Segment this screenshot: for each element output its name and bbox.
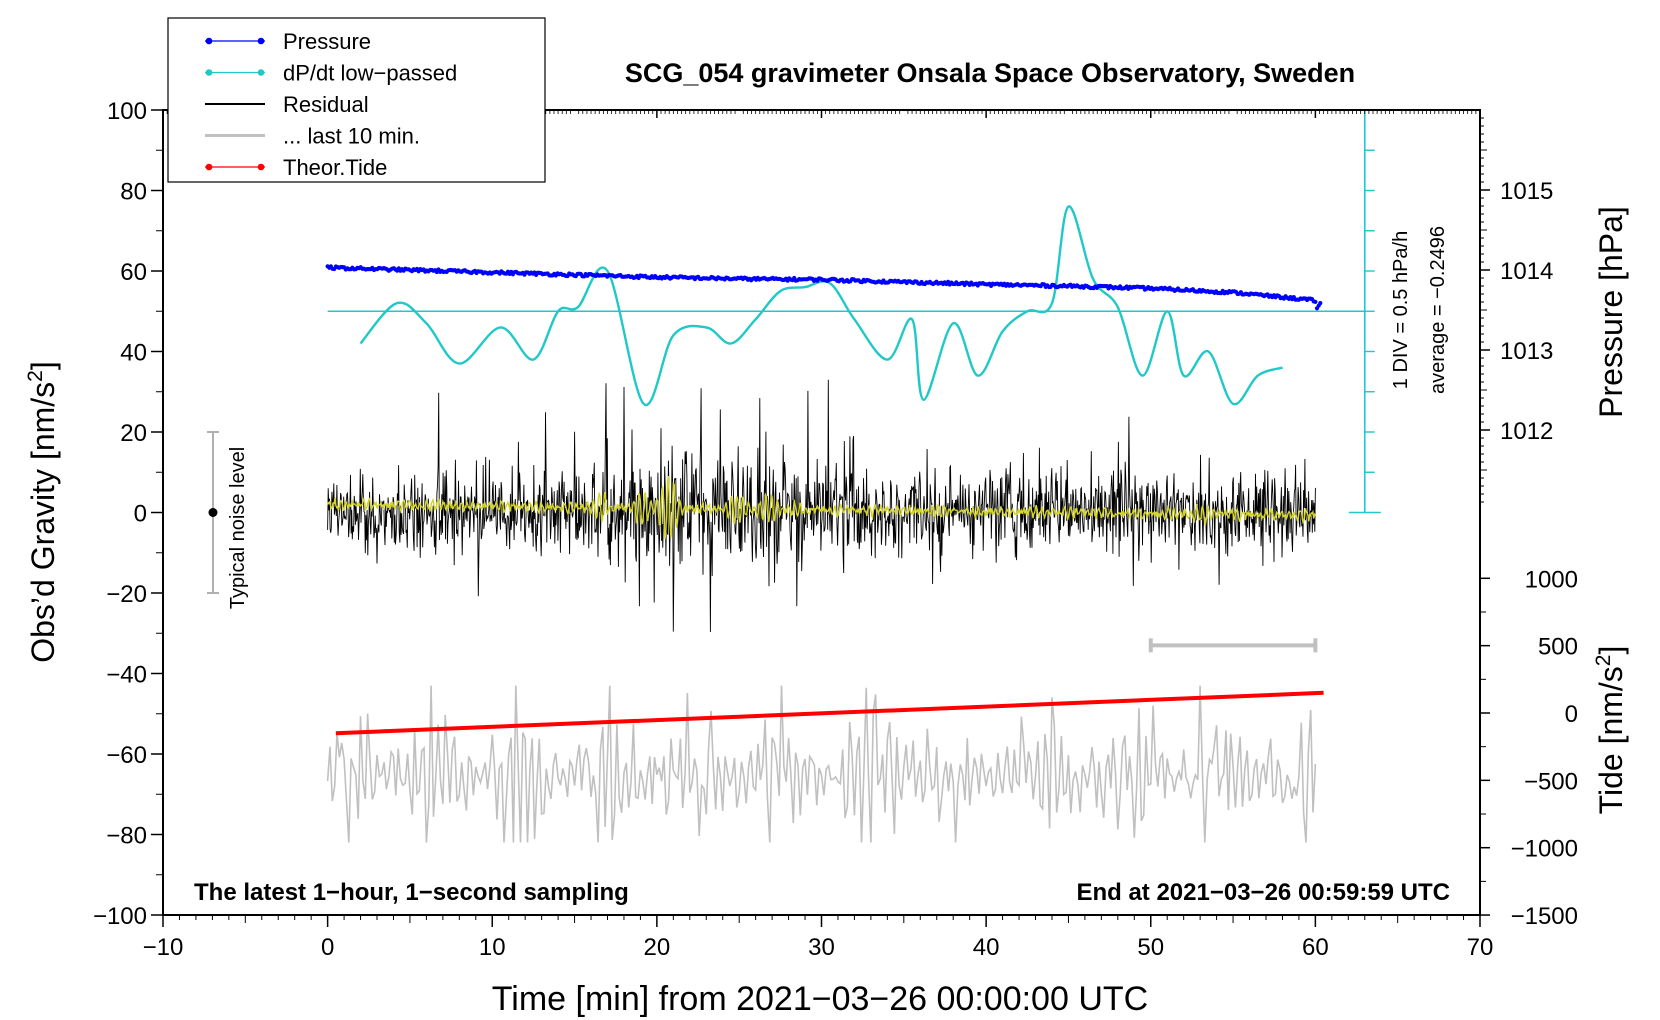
dpdt-series — [359, 205, 1283, 407]
pressure-tick-label: 1013 — [1500, 338, 1553, 365]
y-left-tick-label: 100 — [107, 98, 147, 125]
y-left-tick-label: 80 — [120, 179, 147, 206]
y-left-tick-label: 20 — [120, 420, 147, 447]
tide-tick-label: −1500 — [1511, 903, 1578, 930]
x-tick-label: 40 — [973, 934, 1000, 961]
pressure-tick-label: 1012 — [1500, 418, 1553, 445]
y-left-tick-label: −40 — [106, 662, 147, 689]
dpdt-average-label: average = −0.2496 — [1427, 226, 1449, 394]
dpdt-scale-label: 1 DIV = 0.5 hPa/h — [1390, 231, 1412, 389]
x-tick-label: 30 — [808, 934, 835, 961]
legend-marker — [205, 163, 213, 171]
noise-level-dot — [208, 508, 218, 517]
legend-label: ... last 10 min. — [283, 124, 420, 149]
legend-label: dP/dt low−passed — [283, 61, 457, 86]
legend-label: Theor.Tide — [283, 155, 387, 180]
y-axis-tide-label-superscript: 2 — [1592, 655, 1615, 667]
tide-tick-label: 1000 — [1525, 566, 1578, 593]
legend-item: Theor.Tide — [205, 155, 387, 180]
bottom-right-note: End at 2021−03−26 00:59:59 UTC — [1076, 879, 1450, 906]
x-axis-label: Time [min] from 2021−03−26 00:00:00 UTC — [492, 980, 1148, 1018]
tide-tick-label: 0 — [1565, 701, 1578, 728]
legend-item: Residual — [205, 92, 369, 117]
legend-marker — [205, 37, 213, 45]
theor-tide-series — [335, 690, 1324, 736]
legend-item: dP/dt low−passed — [205, 61, 457, 86]
y-axis-pressure-label: Pressure [hPa] — [1593, 206, 1629, 418]
tide-tick-label: −1000 — [1511, 836, 1578, 863]
legend-label: Pressure — [283, 29, 371, 54]
residual-lowpassed-series — [326, 475, 1317, 540]
x-tick-label: −10 — [143, 934, 184, 961]
pressure-tick-label: 1015 — [1500, 178, 1553, 205]
x-tick-label: 70 — [1467, 934, 1494, 961]
y-axis-left-label-close: ] — [25, 361, 61, 370]
y-left-tick-label: −20 — [106, 581, 147, 608]
pressure-point — [1318, 301, 1323, 306]
legend-box — [167, 17, 546, 183]
y-axis-tide-label-close: ] — [1593, 646, 1629, 655]
y-left-tick-label: −80 — [106, 823, 147, 850]
y-left-tick-label: 40 — [120, 340, 147, 367]
legend-label: Residual — [283, 92, 369, 117]
pressure-tick-label: 1014 — [1500, 258, 1553, 285]
x-tick-label: 50 — [1137, 934, 1164, 961]
noise-level-label: Typical noise level — [227, 447, 249, 609]
legend-item: ... last 10 min. — [205, 124, 420, 149]
y-axis-tide-label: Tide [nm/s2] — [1592, 646, 1629, 815]
y-axis-left-label: Obs’d Gravity [nm/s2] — [24, 361, 61, 663]
last-10-min-series — [326, 685, 1317, 843]
x-tick-label: 20 — [644, 934, 671, 961]
bottom-left-note: The latest 1−hour, 1−second sampling — [194, 879, 629, 906]
legend-marker — [257, 163, 265, 171]
x-tick-label: 10 — [479, 934, 506, 961]
legend-marker — [257, 37, 265, 45]
chart-title: SCG_054 gravimeter Onsala Space Observat… — [625, 58, 1355, 88]
tide-tick-label: −500 — [1524, 768, 1578, 795]
y-left-tick-label: −60 — [106, 742, 147, 769]
y-left-tick-label: −100 — [93, 903, 147, 930]
pressure-point — [1313, 299, 1318, 304]
y-left-tick-label: 0 — [134, 501, 147, 528]
legend-marker — [257, 69, 265, 76]
tide-tick-label: 500 — [1538, 634, 1578, 661]
legend-marker — [205, 69, 213, 76]
x-tick-label: 60 — [1302, 934, 1329, 961]
y-axis-left-label-superscript: 2 — [24, 370, 47, 382]
legend: Pressure dP/dt low−passed Residual ... last… — [167, 17, 546, 183]
legend-item: Pressure — [205, 29, 371, 54]
pressure-series — [325, 264, 1323, 311]
y-left-tick-label: 60 — [120, 259, 147, 286]
x-tick-label: 0 — [321, 934, 334, 961]
residual-series — [327, 379, 1316, 633]
